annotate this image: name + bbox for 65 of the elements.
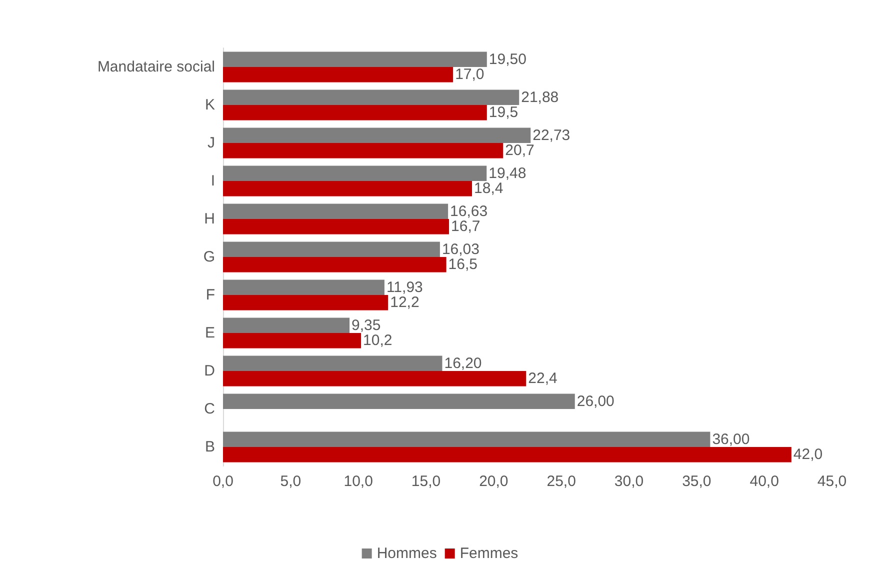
bar <box>223 128 531 143</box>
bar <box>223 432 710 447</box>
y-tick-label: B <box>204 438 215 456</box>
bar <box>223 204 448 219</box>
data-label: 19,48 <box>488 164 526 182</box>
bar <box>223 181 472 196</box>
bar <box>223 242 440 257</box>
bar <box>223 257 446 272</box>
legend-label: Hommes <box>376 545 437 562</box>
data-label: 12,2 <box>390 294 420 312</box>
y-tick-label: K <box>204 96 215 114</box>
y-tick-label: E <box>204 324 215 342</box>
x-tick-label: 10,0 <box>344 473 373 490</box>
data-label: 16,7 <box>451 218 480 236</box>
y-tick-label: G <box>203 248 215 266</box>
data-label: 20,7 <box>505 142 534 160</box>
data-label: 16,5 <box>448 256 478 274</box>
x-tick-label: 30,0 <box>614 473 644 490</box>
data-label: 42,0 <box>793 446 823 464</box>
bar <box>223 219 450 234</box>
data-label: 36,00 <box>712 430 750 448</box>
bar <box>223 447 792 462</box>
legend-label: Femmes <box>460 545 518 562</box>
data-label: 9,35 <box>352 316 381 334</box>
bar <box>223 394 575 409</box>
x-tick-label: 5,0 <box>280 473 302 490</box>
y-tick-label: H <box>204 210 215 228</box>
y-tick-label: C <box>204 400 216 418</box>
bar <box>223 333 362 348</box>
x-tick-label: 20,0 <box>479 473 508 490</box>
bar <box>223 295 388 310</box>
y-tick-label: F <box>206 286 215 304</box>
x-tick-label: 0,0 <box>212 473 234 490</box>
y-tick-label: D <box>204 362 216 380</box>
bar <box>223 371 526 386</box>
y-tick-label: I <box>210 172 215 190</box>
data-label: 11,93 <box>386 278 423 296</box>
x-tick-label: 35,0 <box>682 473 712 490</box>
y-tick-label: J <box>208 134 215 152</box>
data-label: 17,0 <box>455 66 484 84</box>
bar <box>223 52 487 67</box>
bar <box>223 90 520 105</box>
data-label: 19,50 <box>488 50 526 68</box>
data-label: 16,63 <box>450 202 488 220</box>
bar <box>223 67 454 82</box>
bar <box>223 318 350 333</box>
data-label: 22,4 <box>528 370 558 388</box>
bar <box>223 280 384 295</box>
x-tick-label: 25,0 <box>546 473 576 490</box>
y-tick-label: Mandataire social <box>97 58 215 76</box>
data-label: 16,03 <box>442 240 480 258</box>
data-label: 10,2 <box>363 332 392 350</box>
bar <box>223 356 442 371</box>
data-label: 19,5 <box>488 104 518 122</box>
bar <box>223 143 504 158</box>
data-label: 16,20 <box>444 354 482 372</box>
data-label: 26,00 <box>576 392 614 410</box>
x-tick-label: 40,0 <box>750 473 779 490</box>
data-label: 18,4 <box>474 180 504 198</box>
data-label: 21,88 <box>521 88 559 106</box>
bar <box>223 105 487 120</box>
data-label: 22,73 <box>532 126 570 144</box>
x-tick-label: 45,0 <box>817 473 847 490</box>
bar <box>223 166 487 181</box>
x-tick-label: 15,0 <box>411 473 441 490</box>
